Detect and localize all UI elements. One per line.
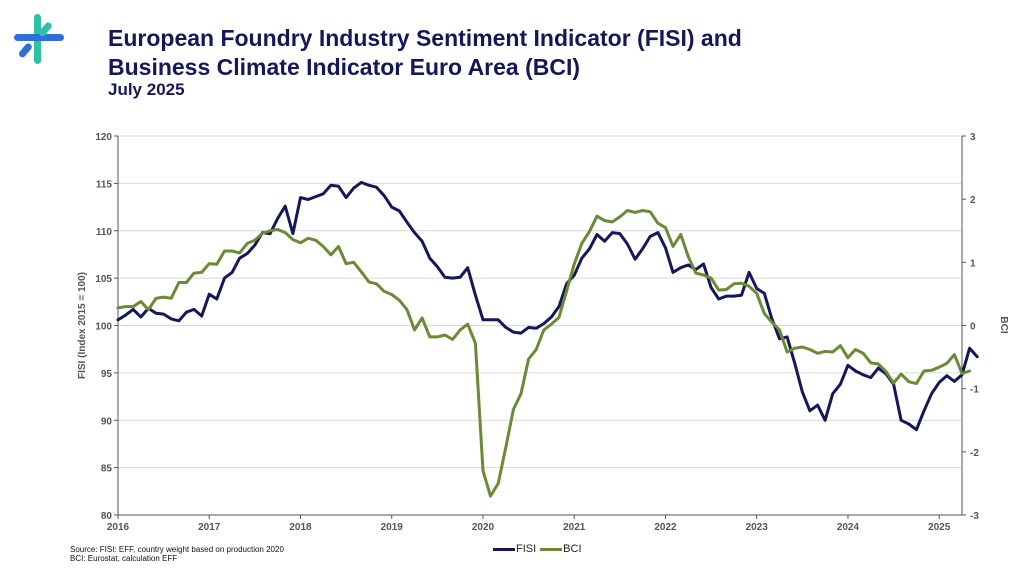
- y-left-tick-label: 85: [101, 464, 113, 475]
- chart-title-line-1: European Foundry Industry Sentiment Indi…: [108, 25, 742, 51]
- y-left-tick-label: 95: [101, 369, 113, 380]
- source-line-1: Source: FISI: EFF, country weight based …: [70, 545, 284, 554]
- chart-subtitle: July 2025: [108, 80, 185, 99]
- y-right-tick-label: -3: [970, 511, 979, 522]
- grid-lines: [118, 135, 962, 469]
- y-left-tick-label: 115: [96, 179, 113, 190]
- source-note: Source: FISI: EFF, country weight based …: [70, 545, 284, 563]
- y-right-tick-label: 1: [970, 258, 976, 269]
- legend-swatch: [540, 547, 563, 551]
- legend-swatch: [493, 547, 515, 551]
- x-tick-label: 2019: [381, 522, 404, 533]
- source-line-2: BCI: Eurostat, calculation EFF: [70, 554, 178, 563]
- y-right-tick-label: 0: [970, 322, 976, 333]
- x-tick-label: 2016: [107, 522, 130, 533]
- x-tick-label: 2020: [472, 522, 495, 533]
- y-right-tick-label: 3: [970, 132, 976, 143]
- legend-item-bci: BCI: [540, 543, 582, 555]
- axis-labels: 80 85 90 95 100 105 110 115 120 -3 -2 -1 0 1 2 3 2016 201…: [77, 132, 1009, 533]
- y-right-tick-label: 2: [970, 195, 976, 206]
- y-left-tick-label: 90: [101, 416, 113, 427]
- y-right-axis-title: BCI: [998, 316, 1009, 333]
- y-left-axis-title: FISI (Index 2015 = 100): [77, 272, 88, 379]
- x-tick-label: 2017: [198, 522, 221, 533]
- x-tick-label: 2022: [654, 522, 677, 533]
- x-tick-label: 2018: [289, 522, 312, 533]
- y-left-tick-label: 110: [96, 227, 113, 238]
- y-left-tick-label: 80: [101, 511, 113, 522]
- x-tick-label: 2024: [837, 522, 860, 533]
- y-left-tick-label: 120: [95, 132, 112, 143]
- x-tick-label: 2021: [563, 522, 586, 533]
- chart-title-line-2: Business Climate Indicator Euro Area (BC…: [108, 54, 581, 80]
- legend-label: FISI: [516, 543, 537, 555]
- y-right-tick-label: -1: [970, 385, 979, 396]
- eff-logo-icon: [12, 12, 66, 66]
- y-right-tick-label: -2: [970, 448, 979, 459]
- chart-legend: FISI BCI: [493, 543, 586, 555]
- series-lines: [116, 180, 979, 498]
- series-line-fisi: [116, 180, 979, 432]
- legend-label: BCI: [563, 543, 582, 555]
- series-line-bci: [116, 209, 972, 498]
- x-tick-label: 2025: [928, 522, 951, 533]
- y-left-tick-label: 100: [95, 322, 112, 333]
- y-left-tick-label: 105: [95, 274, 112, 285]
- x-tick-label: 2023: [746, 522, 769, 533]
- axes: [114, 135, 966, 519]
- legend-item-fisi: FISI: [493, 543, 536, 555]
